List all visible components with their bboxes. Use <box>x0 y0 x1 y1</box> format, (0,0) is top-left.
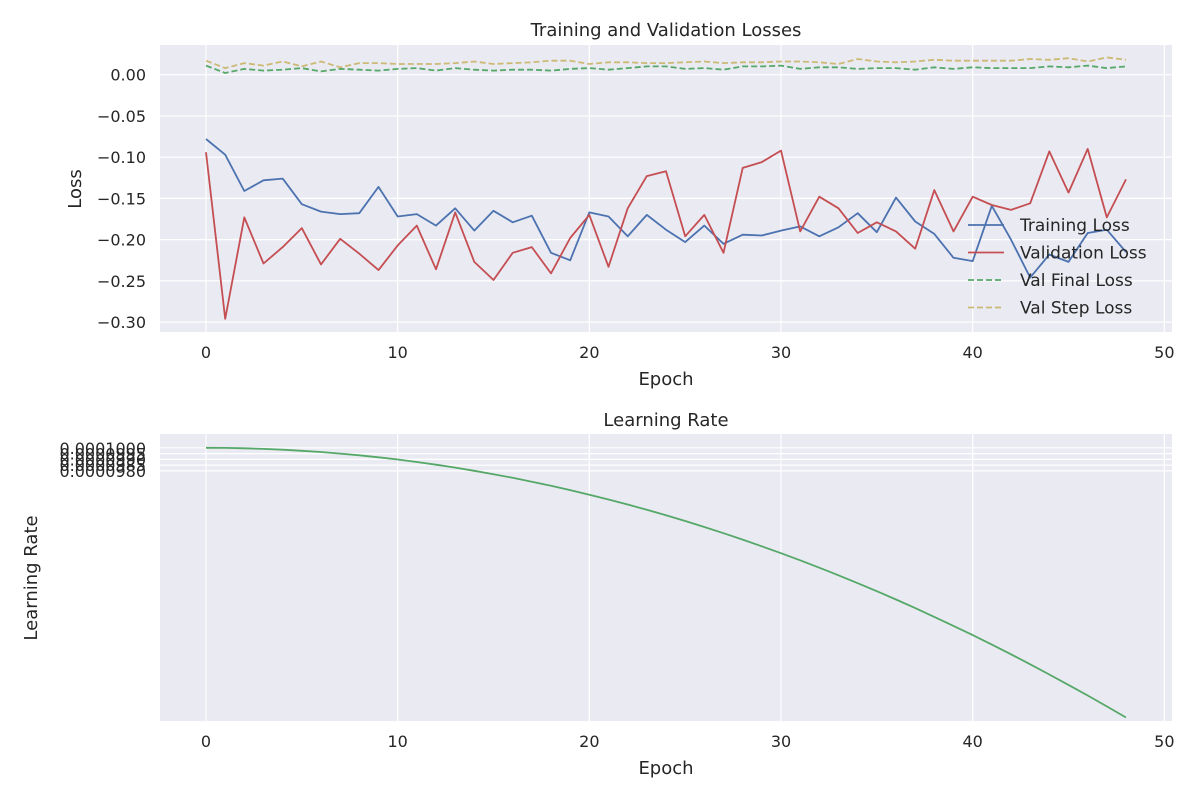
loss-y-tick-label: −0.05 <box>97 107 146 126</box>
lr-x-tick-label: 40 <box>962 732 982 751</box>
lr-y-tick-label: 0.0000985 <box>59 456 146 475</box>
lr-x-tick-label: 30 <box>771 732 791 751</box>
legend-label: Validation Loss <box>1020 244 1147 264</box>
legend-label: Training Loss <box>1019 216 1130 236</box>
loss-legend: Training Loss Validation Loss Val Final Lo… <box>968 216 1147 319</box>
loss-x-tick-label: 10 <box>387 343 407 362</box>
loss-y-tick-label: −0.10 <box>97 148 146 167</box>
loss-x-tick-label: 50 <box>1154 343 1174 362</box>
lr-x-tick-label: 10 <box>387 732 407 751</box>
series-line-learning-rate <box>205 446 1127 719</box>
series-line-validation-loss <box>205 147 1127 320</box>
loss-y-axis-label: Loss <box>65 169 86 208</box>
lr-y-tick-label: 0.0001000 <box>59 439 146 458</box>
loss-chart-title: Training and Validation Losses <box>530 20 802 41</box>
loss-y-tick-label: −0.25 <box>97 272 146 291</box>
loss-y-tick-label: −0.30 <box>97 313 146 332</box>
loss-x-axis-label: Epoch <box>638 369 693 390</box>
loss-plot-area <box>160 45 1172 332</box>
learning-rate-chart: 0 10 20 30 40 50 0.00010000.00009950.00009900.… <box>21 410 1175 779</box>
loss-y-tick-label: 0.00 <box>110 66 146 85</box>
loss-ticks: 0 10 20 30 40 50 0.00 −0.05 −0.10 −0.15 −0.20 −0.25… <box>97 66 1175 362</box>
series-line-val-step-loss <box>205 56 1127 69</box>
loss-x-tick-label: 40 <box>962 343 982 362</box>
lr-x-axis-label: Epoch <box>638 758 693 779</box>
lr-x-tick-label: 50 <box>1154 732 1174 751</box>
lr-y-tick-label: 0.0000980 <box>59 462 146 481</box>
loss-x-tick-label: 30 <box>771 343 791 362</box>
series-line-val-final-loss <box>205 64 1127 74</box>
lr-y-tick-label: 0.0000990 <box>59 450 146 469</box>
loss-x-tick-label: 0 <box>201 343 211 362</box>
loss-chart: 0 10 20 30 40 50 0.00 −0.05 −0.10 −0.15 −0.20 −0.25… <box>65 20 1175 390</box>
loss-x-tick-label: 20 <box>579 343 599 362</box>
loss-y-tick-label: −0.20 <box>97 231 146 250</box>
lr-x-tick-label: 20 <box>579 732 599 751</box>
loss-y-tick-label: −0.15 <box>97 189 146 208</box>
loss-series <box>205 56 1127 320</box>
lr-x-tick-label: 0 <box>201 732 211 751</box>
lr-y-tick-label: 0.0000995 <box>59 445 146 464</box>
lr-grid <box>160 434 1172 721</box>
lr-chart-title: Learning Rate <box>603 410 728 431</box>
lr-series <box>205 446 1127 719</box>
series-line-training-loss <box>205 138 1127 279</box>
lr-plot-area <box>160 434 1172 721</box>
legend-label: Val Final Loss <box>1020 271 1133 291</box>
lr-y-axis-label: Learning Rate <box>21 515 42 640</box>
loss-grid <box>160 45 1172 332</box>
legend-label: Val Step Loss <box>1020 299 1132 319</box>
lr-ticks: 0 10 20 30 40 50 0.00010000.00009950.00009900.… <box>59 439 1174 751</box>
